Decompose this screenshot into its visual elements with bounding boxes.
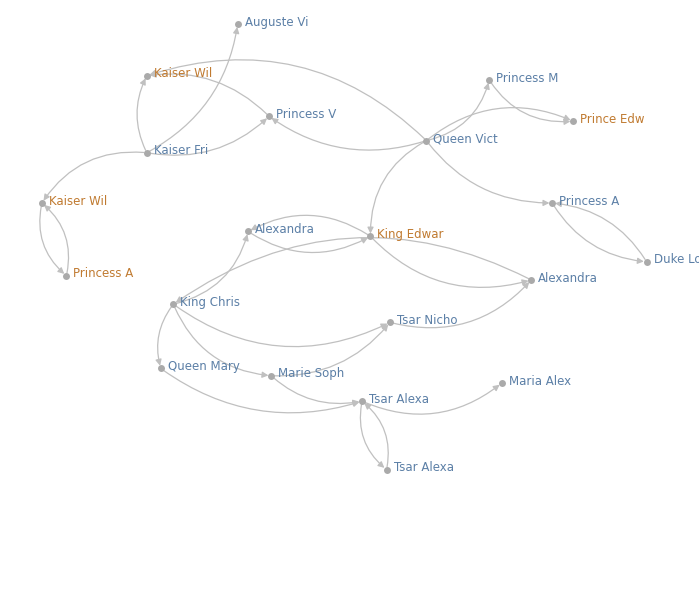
Text: Princess V: Princess V	[276, 108, 336, 121]
Text: Kaiser Fri: Kaiser Fri	[154, 144, 208, 158]
Text: Prince Edw: Prince Edw	[580, 113, 644, 126]
Text: Tsar Alexa: Tsar Alexa	[394, 461, 454, 474]
Text: King Chris: King Chris	[180, 296, 240, 309]
Text: Alexandra: Alexandra	[538, 271, 598, 285]
Text: Marie Soph: Marie Soph	[278, 367, 345, 381]
Text: Princess A: Princess A	[559, 195, 619, 208]
Text: Tsar Alexa: Tsar Alexa	[369, 393, 429, 406]
Text: Princess A: Princess A	[73, 267, 134, 281]
Text: Tsar Nicho: Tsar Nicho	[397, 314, 458, 327]
Text: Alexandra: Alexandra	[255, 223, 315, 236]
Text: Kaiser Wil: Kaiser Wil	[154, 67, 212, 81]
Text: Duke Louis: Duke Louis	[654, 253, 699, 267]
Text: King Edwar: King Edwar	[377, 228, 444, 241]
Text: Maria Alex: Maria Alex	[509, 375, 571, 388]
Text: Princess M: Princess M	[496, 72, 559, 85]
Text: Kaiser Wil: Kaiser Wil	[49, 195, 107, 208]
Text: Auguste Vi: Auguste Vi	[245, 16, 308, 29]
Text: Queen Vict: Queen Vict	[433, 132, 498, 145]
Text: Queen Mary: Queen Mary	[168, 360, 240, 373]
